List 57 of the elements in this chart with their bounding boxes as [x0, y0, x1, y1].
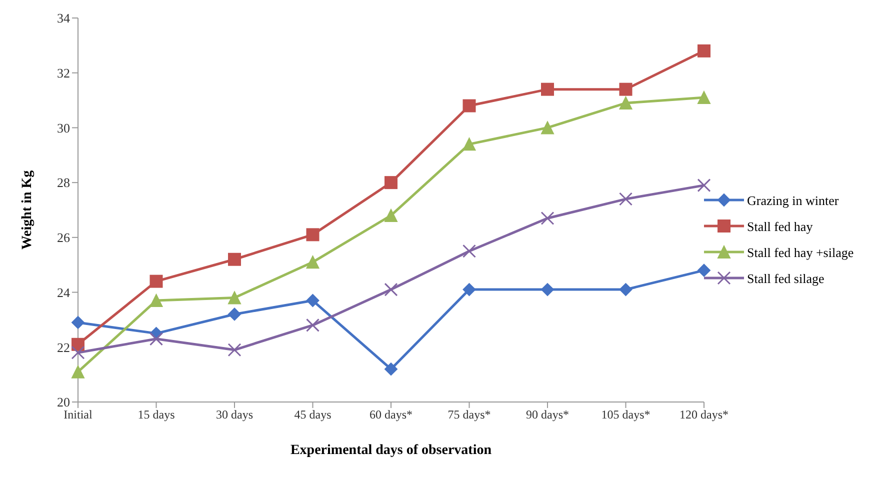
- x-tick-label: 90 days*: [526, 408, 569, 422]
- legend-label: Stall fed silage: [747, 271, 824, 287]
- point: [384, 282, 398, 296]
- y-tick-label: 22: [57, 340, 70, 355]
- point: [150, 274, 163, 288]
- legend-label: Stall fed hay: [747, 219, 813, 235]
- point: [72, 316, 84, 329]
- x-tick-label: Initial: [64, 408, 93, 422]
- y-tick-label: 20: [57, 394, 70, 410]
- y-tick-label: 30: [57, 120, 70, 136]
- point: [72, 365, 84, 378]
- y-axis-title: Weight in Kg: [20, 170, 35, 250]
- point: [384, 362, 398, 376]
- point: [541, 283, 554, 296]
- x-tick-label: 120 days*: [680, 408, 728, 422]
- point: [619, 192, 632, 206]
- x-tick-label: 30 days: [216, 408, 254, 422]
- point: [150, 332, 163, 346]
- point: [228, 308, 241, 321]
- point: [71, 346, 85, 360]
- point: [541, 121, 554, 134]
- y-tick-label: 28: [57, 175, 70, 190]
- point: [698, 264, 710, 277]
- legend-label: Stall fed hay +silage: [747, 245, 854, 261]
- point: [541, 82, 554, 96]
- x-tick-label: 75 days*: [448, 408, 491, 422]
- x-tick-label: 105 days*: [601, 408, 650, 422]
- x-axis-title: Experimental days of observation: [290, 443, 492, 458]
- x-tick-label: 60 days*: [370, 408, 412, 422]
- point: [384, 176, 398, 190]
- point: [619, 283, 632, 296]
- x-tick-label: 15 days: [138, 408, 176, 422]
- point: [306, 228, 320, 242]
- point: [619, 96, 632, 110]
- legend-label: Grazing in winter: [747, 193, 839, 209]
- point: [384, 208, 398, 222]
- point: [462, 138, 476, 151]
- point: [306, 318, 320, 332]
- point: [306, 256, 320, 269]
- point: [462, 99, 476, 112]
- point: [540, 211, 554, 225]
- point: [697, 178, 711, 192]
- point: [698, 44, 710, 58]
- y-tick-label: 32: [57, 65, 70, 80]
- point: [228, 291, 241, 304]
- point: [306, 294, 320, 308]
- y-tick-label: 24: [57, 284, 70, 300]
- point: [462, 244, 476, 258]
- point: [462, 283, 476, 296]
- point: [228, 252, 241, 266]
- point: [228, 343, 242, 357]
- point: [150, 294, 163, 308]
- y-tick-label: 34: [57, 10, 70, 26]
- point: [619, 82, 632, 96]
- x-tick-label: 45 days: [294, 408, 332, 422]
- point: [698, 91, 710, 104]
- y-tick-label: 26: [57, 230, 70, 246]
